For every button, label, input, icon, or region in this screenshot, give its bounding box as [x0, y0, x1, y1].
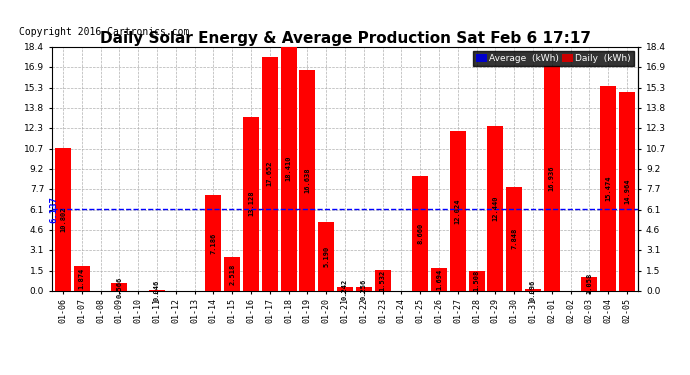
Text: Copyright 2016 Cartronics.com: Copyright 2016 Cartronics.com — [19, 27, 190, 37]
Text: 10.802: 10.802 — [60, 206, 66, 232]
Title: Daily Solar Energy & Average Production Sat Feb 6 17:17: Daily Solar Energy & Average Production … — [99, 31, 591, 46]
Bar — [356, 287, 372, 291]
Bar — [525, 290, 541, 291]
Bar — [55, 147, 71, 291]
Text: 2.518: 2.518 — [229, 263, 235, 285]
Text: 1.508: 1.508 — [473, 270, 480, 291]
Bar — [318, 222, 334, 291]
Bar — [262, 57, 278, 291]
Text: 13.128: 13.128 — [248, 191, 254, 216]
Text: 1.532: 1.532 — [380, 270, 386, 291]
Text: 18.410: 18.410 — [286, 156, 292, 182]
Text: 17.652: 17.652 — [267, 161, 273, 186]
Bar — [619, 92, 635, 291]
Text: 12.024: 12.024 — [455, 198, 461, 224]
Text: 16.936: 16.936 — [549, 166, 555, 191]
Bar — [74, 266, 90, 291]
Text: 8.660: 8.660 — [417, 223, 423, 244]
Bar — [224, 257, 240, 291]
Bar — [111, 283, 128, 291]
Bar — [149, 290, 165, 291]
Bar — [600, 86, 616, 291]
Text: 0.046: 0.046 — [154, 280, 160, 301]
Bar — [469, 271, 484, 291]
Bar — [299, 70, 315, 291]
Bar — [544, 66, 560, 291]
Bar — [206, 195, 221, 291]
Bar — [582, 277, 598, 291]
Text: 12.440: 12.440 — [493, 195, 498, 221]
Bar — [487, 126, 504, 291]
Text: 1.694: 1.694 — [436, 269, 442, 290]
Text: 16.638: 16.638 — [304, 168, 310, 193]
Text: 0.256: 0.256 — [361, 278, 367, 300]
Text: 0.242: 0.242 — [342, 278, 348, 300]
Bar — [243, 117, 259, 291]
Text: 0.096: 0.096 — [530, 279, 536, 301]
Text: 1.058: 1.058 — [586, 273, 593, 294]
Text: 7.848: 7.848 — [511, 228, 518, 249]
Bar — [375, 270, 391, 291]
Text: 14.964: 14.964 — [624, 179, 630, 204]
Bar — [506, 187, 522, 291]
Bar — [337, 287, 353, 291]
Bar — [412, 176, 428, 291]
Text: 0.566: 0.566 — [117, 276, 122, 297]
Text: 1.874: 1.874 — [79, 268, 85, 289]
Bar — [281, 47, 297, 291]
Text: 7.186: 7.186 — [210, 232, 217, 254]
Bar — [431, 268, 447, 291]
Text: 6.137: 6.137 — [49, 196, 58, 223]
Legend: Average  (kWh), Daily  (kWh): Average (kWh), Daily (kWh) — [473, 51, 633, 66]
Text: 5.190: 5.190 — [323, 246, 329, 267]
Text: 15.474: 15.474 — [605, 176, 611, 201]
Bar — [450, 131, 466, 291]
